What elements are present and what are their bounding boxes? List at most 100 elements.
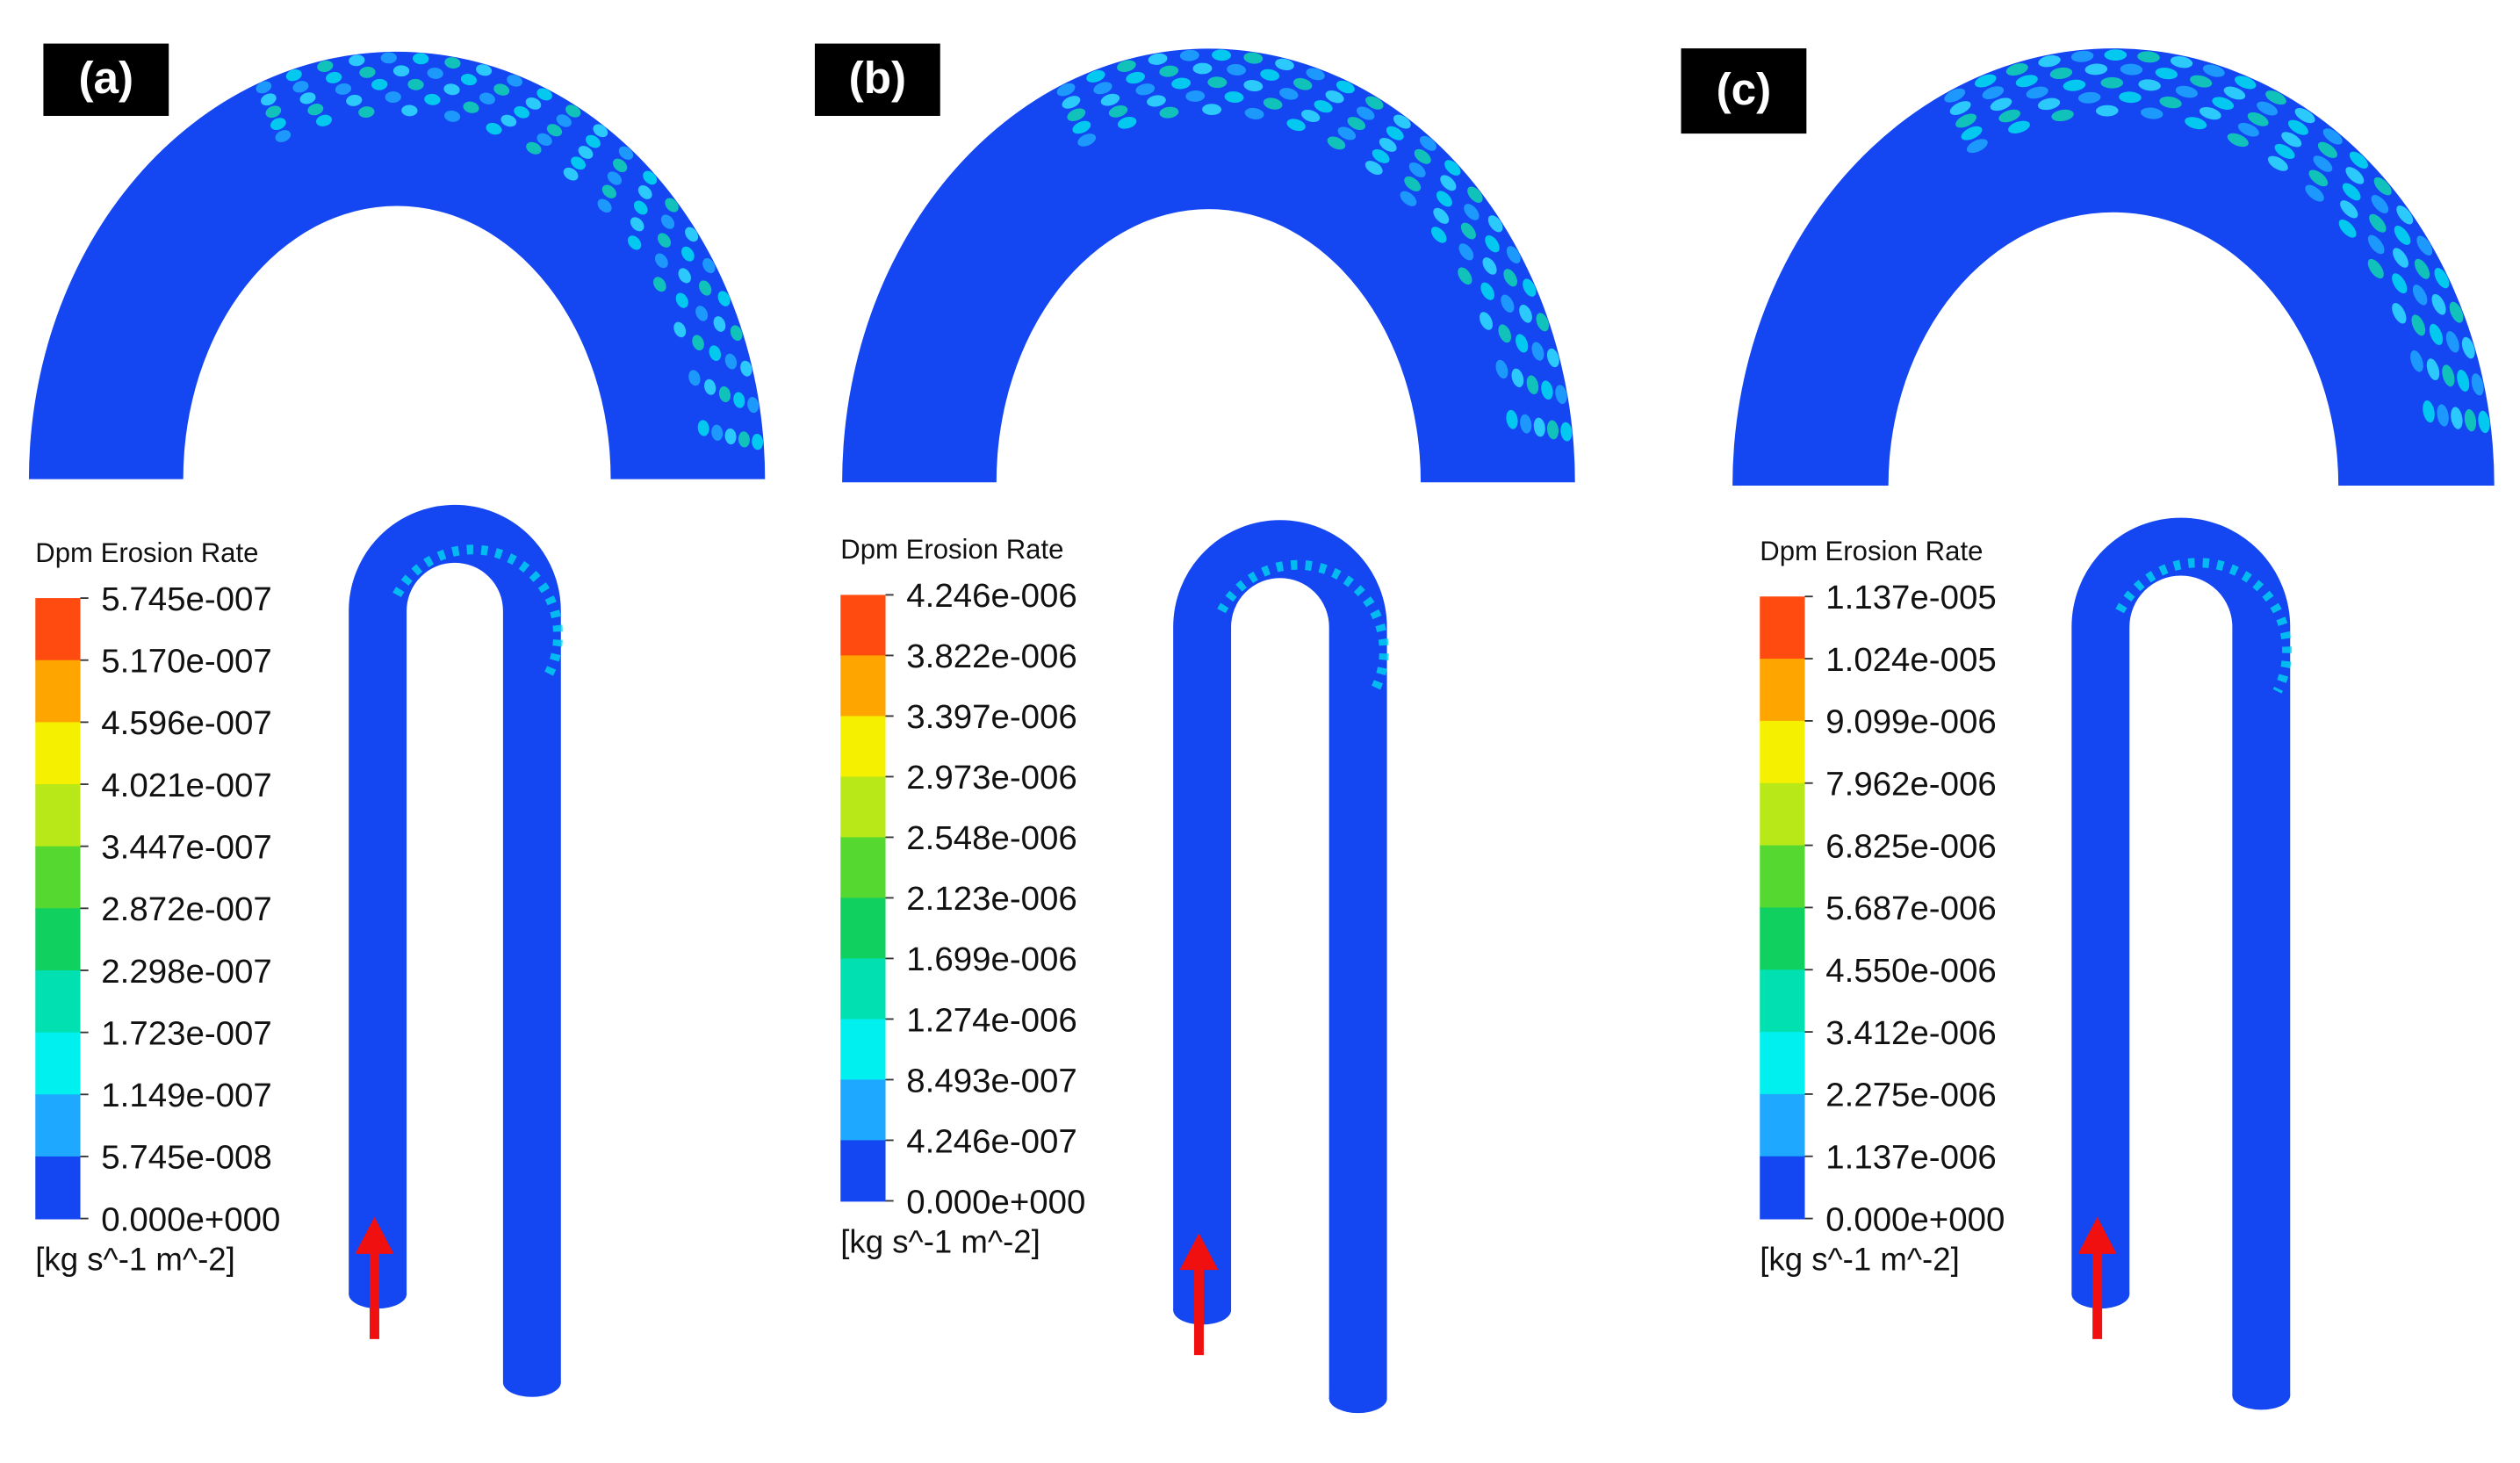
erosion-spot (476, 64, 493, 76)
legend-band (840, 958, 886, 1020)
erosion-spot (1263, 97, 1283, 110)
legend-band (35, 784, 81, 847)
erosion-spot (256, 81, 272, 94)
erosion-spot (571, 156, 586, 170)
erosion-spot (460, 74, 477, 86)
erosion-spot (1519, 304, 1532, 323)
erosion-spot (601, 184, 616, 198)
erosion-spot (1546, 348, 1559, 368)
flow-arrow-head (1179, 1233, 1219, 1271)
legend-band (1760, 969, 1805, 1034)
erosion-spot (2464, 408, 2477, 432)
erosion-spot (1949, 101, 1971, 115)
erosion-spot (1275, 58, 1294, 71)
erosion-spot (1243, 52, 1264, 64)
erosion-spot (2457, 369, 2470, 392)
erosion-spot (556, 114, 572, 127)
legend-tick-label: 4.021e-007 (101, 767, 271, 804)
erosion-spot (702, 258, 716, 274)
erosion-spot (2412, 285, 2428, 306)
erosion-spot (688, 370, 701, 386)
pipe-end (1328, 1384, 1387, 1414)
erosion-spot (1506, 246, 1521, 264)
legend-band (840, 1019, 886, 1081)
erosion-spot (2349, 151, 2368, 169)
erosion-spot (2392, 273, 2408, 294)
erosion-spot (1955, 113, 1976, 128)
erosion-spot (660, 214, 675, 229)
erosion-spot (738, 431, 750, 448)
legend-tick-label: 4.550e-006 (1825, 952, 1996, 990)
erosion-spot (1460, 222, 1476, 240)
legend-tick-label: 1.699e-006 (906, 940, 1076, 978)
erosion-spot (2120, 63, 2143, 76)
erosion-spot (525, 97, 542, 110)
erosion-spot (1192, 62, 1213, 75)
erosion-spot (1171, 77, 1192, 90)
legend-tick-label: 0.000e+000 (1825, 1200, 2005, 1238)
erosion-spot (2175, 85, 2198, 98)
panel: (c) Dpm Erosion Rate 1.137e-005 1.024e-005 9… (1681, 48, 2495, 1410)
erosion-spot (1159, 65, 1179, 77)
erosion-spot (1072, 120, 1091, 134)
erosion-spot (1966, 139, 1988, 154)
erosion-spot (2431, 293, 2446, 315)
erosion-spot (1314, 100, 1333, 113)
erosion-spot (1286, 119, 1306, 132)
pipe-bend-erosion (2115, 558, 2293, 694)
erosion-spot (1408, 162, 1426, 177)
erosion-spot (1560, 422, 1573, 442)
legend-band (840, 655, 886, 717)
erosion-spot (563, 167, 579, 181)
erosion-spot (578, 146, 594, 159)
erosion-spot (2394, 226, 2411, 245)
erosion-spot (2294, 108, 2315, 124)
erosion-spot (2478, 410, 2490, 434)
erosion-spot (692, 335, 704, 351)
erosion-spot (536, 88, 552, 101)
legend-band (35, 1156, 81, 1220)
flow-arrow-head (355, 1216, 394, 1254)
erosion-spot (1533, 417, 1545, 437)
erosion-spot (486, 122, 502, 135)
legend-tick-label: 1.137e-005 (1825, 579, 1996, 616)
legend-tick-label: 8.493e-007 (906, 1062, 1076, 1099)
erosion-spot (2077, 91, 2101, 104)
legend-tick-label: 3.397e-006 (906, 698, 1076, 736)
erosion-spot (1117, 60, 1136, 72)
erosion-spot (2437, 404, 2449, 427)
legend-title: Dpm Erosion Rate (840, 534, 1063, 565)
erosion-spot (2373, 177, 2392, 196)
erosion-spot (1458, 243, 1474, 261)
erosion-spot (1327, 136, 1346, 150)
erosion-spot (2247, 112, 2269, 126)
erosion-spot (2008, 120, 2030, 133)
legend-tick-label: 5.745e-007 (101, 580, 271, 618)
legend-band (840, 595, 886, 657)
erosion-spot (1126, 71, 1145, 84)
erosion-spot (371, 78, 388, 90)
erosion-spot (2396, 205, 2414, 225)
erosion-spot (1480, 282, 1494, 300)
erosion-spot (1503, 269, 1517, 287)
erosion-spot (1523, 278, 1537, 297)
erosion-spot (2416, 235, 2433, 256)
erosion-spot (713, 316, 726, 332)
erosion-spot (673, 321, 687, 338)
erosion-spot (443, 83, 460, 96)
erosion-spot (1414, 148, 1431, 164)
erosion-spot (2237, 122, 2259, 137)
erosion-spot (2104, 49, 2128, 61)
erosion-spot (752, 434, 764, 450)
erosion-spot (1159, 106, 1179, 119)
erosion-spot (261, 93, 277, 106)
erosion-spot (1179, 49, 1199, 61)
erosion-spot (1278, 88, 1299, 100)
legend-band (840, 1079, 886, 1142)
legend-tick-label: 0.000e+000 (906, 1183, 1085, 1221)
legend-band (35, 1094, 81, 1157)
erosion-spot (2317, 141, 2337, 158)
erosion-spot (675, 292, 688, 308)
erosion-spot (2084, 63, 2108, 76)
erosion-spot (1337, 126, 1357, 141)
